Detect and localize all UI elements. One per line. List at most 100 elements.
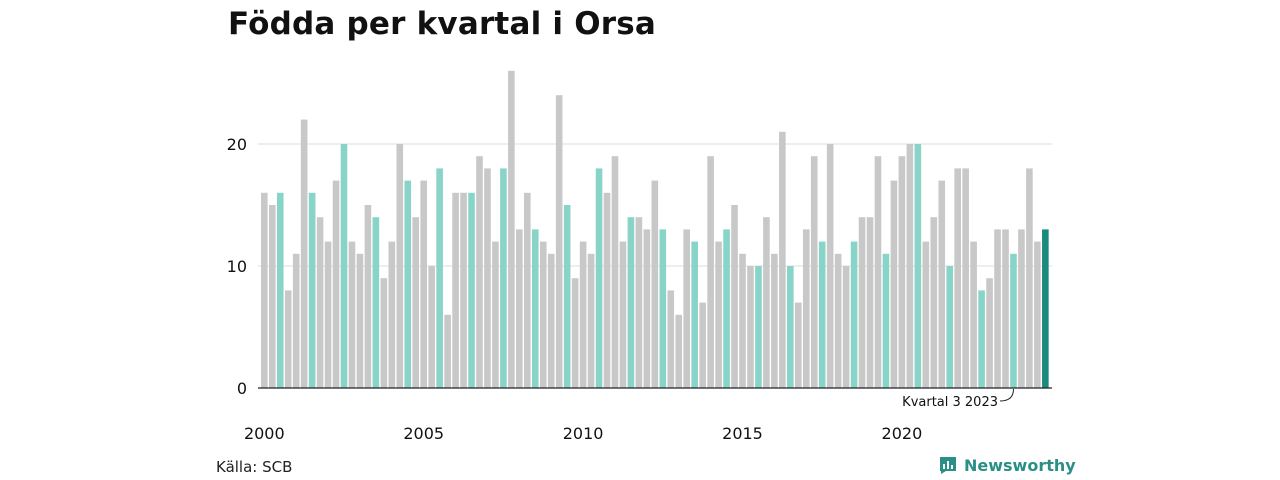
- bar: [643, 229, 651, 388]
- bar: [906, 144, 914, 388]
- bar: [452, 192, 459, 388]
- bar: [332, 180, 340, 388]
- bar: [372, 217, 380, 388]
- y-axis-ticks: 0 10 20: [227, 135, 247, 398]
- bar: [555, 95, 563, 388]
- bar: [834, 253, 842, 388]
- bar: [802, 229, 810, 388]
- bar: [531, 229, 539, 388]
- bar: [460, 192, 467, 388]
- bar: [739, 253, 746, 388]
- bar: [858, 217, 866, 388]
- bar: [1026, 168, 1033, 388]
- bar: [484, 168, 491, 388]
- bar: [356, 253, 364, 388]
- bar: [396, 144, 404, 388]
- bar: [611, 156, 619, 388]
- bar: [308, 192, 316, 388]
- brand-name: Newsworthy: [964, 455, 1076, 475]
- bar: [404, 180, 412, 388]
- bar: [619, 241, 627, 388]
- y-tick-label: 10: [227, 257, 247, 276]
- bar: [571, 278, 579, 388]
- bar: [794, 302, 802, 388]
- bar: [954, 168, 961, 388]
- y-tick-label: 20: [227, 135, 247, 154]
- bar: [516, 229, 523, 388]
- bar: [810, 156, 818, 388]
- bar: [970, 241, 977, 388]
- source-note: Källa: SCB: [216, 458, 293, 476]
- bar: [747, 266, 754, 388]
- bar: [539, 241, 547, 388]
- bar: [842, 266, 850, 388]
- bar: [547, 253, 555, 388]
- bar: [603, 192, 611, 388]
- bar-series: [261, 70, 1049, 389]
- bar: [563, 205, 571, 388]
- bar: [436, 168, 443, 388]
- bar: [874, 156, 882, 388]
- x-tick-label: 2005: [403, 424, 444, 443]
- bar: [1010, 253, 1017, 388]
- bar: [962, 168, 969, 388]
- bar: [595, 168, 603, 388]
- bar: [898, 156, 906, 388]
- bar: [579, 241, 587, 388]
- bar: [1002, 229, 1009, 388]
- bar: [978, 290, 985, 388]
- bar: [276, 192, 284, 388]
- bar: [428, 266, 435, 388]
- bar: [850, 241, 858, 388]
- annotation-arrow: [999, 388, 1014, 402]
- annotation: Kvartal 3 2023: [902, 388, 1014, 410]
- bar: [882, 253, 890, 388]
- bar: [388, 241, 396, 388]
- bar: [508, 70, 515, 389]
- bar: [1042, 229, 1049, 388]
- x-tick-label: 2020: [882, 424, 923, 443]
- bar: [292, 253, 300, 388]
- bar: [994, 229, 1001, 388]
- bar: [667, 290, 675, 388]
- bar: [914, 144, 922, 388]
- bar: [938, 180, 946, 388]
- bar: [284, 290, 292, 388]
- bar: [500, 168, 507, 388]
- bar: [659, 229, 667, 388]
- annotation-label: Kvartal 3 2023: [902, 395, 998, 410]
- bar: [627, 217, 635, 388]
- bar: [651, 180, 659, 388]
- bar: [420, 180, 427, 388]
- bar: [922, 241, 930, 388]
- newsworthy-logo-icon: [940, 457, 956, 474]
- bar: [715, 241, 722, 388]
- x-axis-ticks: 2000 2005 2010 2015 2020: [244, 424, 922, 443]
- brand-logo[interactable]: Newsworthy: [938, 455, 1076, 475]
- bar: [316, 217, 324, 388]
- bar: [476, 156, 483, 388]
- y-tick-label: 0: [237, 379, 247, 398]
- bar: [412, 217, 420, 388]
- bar: [492, 241, 499, 388]
- bar: [946, 266, 954, 388]
- bar: [300, 119, 308, 388]
- bar: [1018, 229, 1025, 388]
- bar: [524, 192, 531, 388]
- bar: [468, 192, 475, 388]
- x-tick-label: 2015: [722, 424, 763, 443]
- bar: [755, 266, 762, 388]
- bar: [635, 217, 643, 388]
- bar: [890, 180, 898, 388]
- bar: [683, 229, 691, 388]
- bar: [380, 278, 388, 388]
- bar: [364, 205, 372, 388]
- bar: [268, 205, 276, 388]
- bar: [779, 131, 786, 389]
- chart-title: Födda per kvartal i Orsa: [228, 6, 657, 42]
- x-tick-label: 2000: [244, 424, 285, 443]
- bar: [261, 192, 268, 388]
- bar: [1034, 241, 1041, 388]
- bar: [707, 156, 714, 388]
